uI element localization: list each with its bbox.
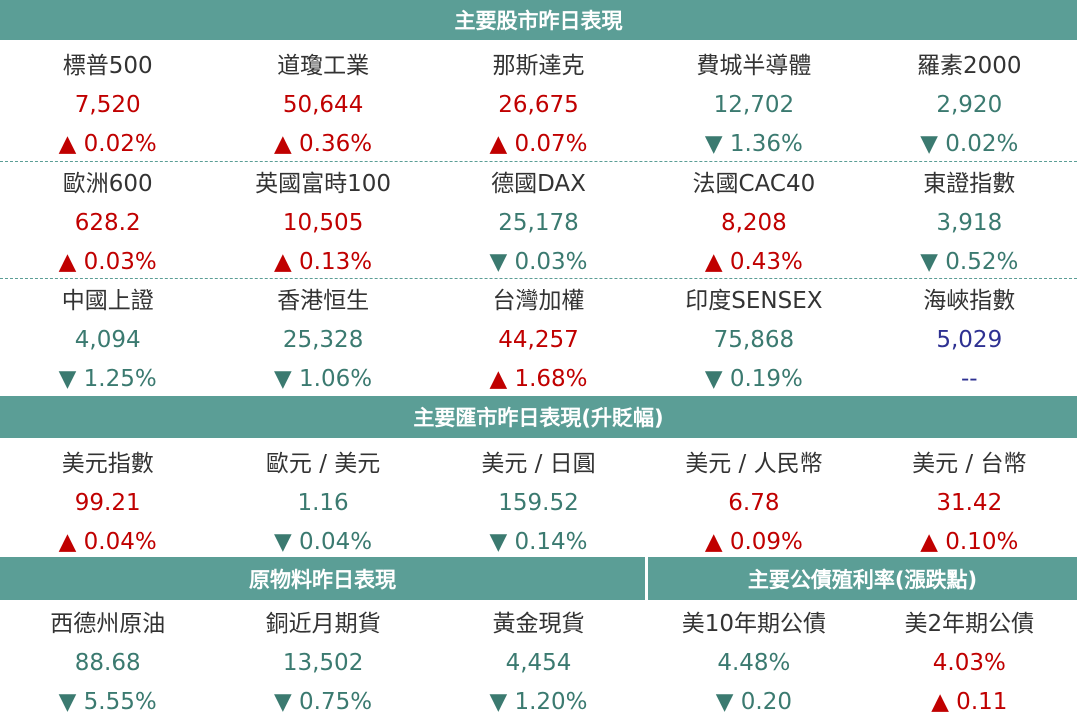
item-value: 7,520 bbox=[74, 92, 141, 118]
item-value: 4,454 bbox=[505, 650, 572, 676]
item-name: 羅素2000 bbox=[917, 53, 1022, 79]
item-name: 費城半導體 bbox=[696, 53, 812, 79]
item-value: 6.78 bbox=[728, 490, 780, 516]
item-name: 英國富時100 bbox=[255, 171, 392, 197]
item-change: ▲ 1.68% bbox=[489, 366, 588, 392]
item-value: 159.52 bbox=[498, 490, 579, 516]
item-name: 銅近月期貨 bbox=[265, 611, 381, 637]
item-name: 歐元 / 美元 bbox=[265, 451, 381, 477]
item-name: 美2年期公債 bbox=[904, 611, 1035, 637]
item-change: ▼ 1.20% bbox=[489, 689, 588, 715]
item-change: -- bbox=[960, 366, 978, 392]
item-value: 4.48% bbox=[717, 650, 791, 676]
item-change: ▼ 1.06% bbox=[274, 366, 373, 392]
separator bbox=[0, 278, 1077, 279]
item-name: 美元 / 日圓 bbox=[481, 451, 596, 477]
item-name: 德國DAX bbox=[491, 171, 586, 197]
item-name: 美元指數 bbox=[61, 451, 154, 477]
item-change: ▲ 0.03% bbox=[58, 249, 157, 275]
item-name: 美10年期公債 bbox=[681, 611, 827, 637]
item-value: 12,702 bbox=[713, 92, 795, 118]
item-name: 黃金現貨 bbox=[492, 611, 585, 637]
item-value: 5,029 bbox=[936, 327, 1003, 353]
item-name: 印度SENSEX bbox=[685, 288, 823, 314]
item-change: ▼ 0.75% bbox=[274, 689, 373, 715]
item-change: ▲ 0.02% bbox=[58, 131, 157, 157]
item-name: 中國上證 bbox=[61, 288, 154, 314]
item-name: 法國CAC40 bbox=[692, 171, 816, 197]
item-value: 13,502 bbox=[282, 650, 364, 676]
item-value: 10,505 bbox=[282, 210, 364, 236]
item-change: ▲ 0.11 bbox=[931, 689, 1008, 715]
item-value: 3,918 bbox=[936, 210, 1003, 236]
section-header: 主要公債殖利率(漲跌點) bbox=[648, 557, 1077, 600]
item-name: 台灣加權 bbox=[492, 288, 585, 314]
item-value: 25,328 bbox=[282, 327, 364, 353]
item-change: ▲ 0.04% bbox=[58, 529, 157, 555]
item-name: 西德州原油 bbox=[50, 611, 166, 637]
item-name: 香港恒生 bbox=[277, 288, 370, 314]
item-value: 26,675 bbox=[498, 92, 579, 118]
item-change: ▲ 0.09% bbox=[704, 529, 803, 555]
item-name: 東證指數 bbox=[923, 171, 1016, 197]
item-change: ▼ 0.02% bbox=[920, 131, 1019, 157]
item-value: 4.03% bbox=[932, 650, 1006, 676]
item-change: ▼ 0.52% bbox=[920, 249, 1019, 275]
item-value: 99.21 bbox=[74, 490, 141, 516]
item-change: ▲ 0.13% bbox=[274, 249, 373, 275]
item-name: 標普500 bbox=[62, 53, 153, 79]
item-value: 25,178 bbox=[498, 210, 579, 236]
item-value: 31.42 bbox=[936, 490, 1003, 516]
item-change: ▼ 0.19% bbox=[704, 366, 803, 392]
separator bbox=[0, 161, 1077, 162]
item-value: 75,868 bbox=[713, 327, 795, 353]
item-value: 44,257 bbox=[498, 327, 579, 353]
item-value: 4,094 bbox=[74, 327, 141, 353]
item-value: 8,208 bbox=[720, 210, 787, 236]
item-name: 海峽指數 bbox=[923, 288, 1016, 314]
section-header: 主要股市昨日表現 bbox=[0, 0, 1077, 40]
item-change: ▼ 0.04% bbox=[274, 529, 373, 555]
item-change: ▼ 5.55% bbox=[58, 689, 157, 715]
item-name: 美元 / 人民幣 bbox=[685, 451, 823, 477]
item-name: 那斯達克 bbox=[492, 53, 585, 79]
item-change: ▼ 0.03% bbox=[489, 249, 588, 275]
item-value: 628.2 bbox=[74, 210, 141, 236]
item-change: ▼ 1.36% bbox=[704, 131, 803, 157]
item-change: ▼ 1.25% bbox=[58, 366, 157, 392]
item-change: ▲ 0.36% bbox=[274, 131, 373, 157]
item-change: ▲ 0.10% bbox=[920, 529, 1019, 555]
item-name: 歐洲600 bbox=[62, 171, 153, 197]
section-header: 主要匯市昨日表現(升貶幅) bbox=[0, 396, 1077, 438]
section-header: 原物料昨日表現 bbox=[0, 557, 645, 600]
item-value: 88.68 bbox=[74, 650, 141, 676]
item-change: ▲ 0.43% bbox=[704, 249, 803, 275]
item-name: 美元 / 台幣 bbox=[912, 451, 1027, 477]
item-value: 50,644 bbox=[282, 92, 364, 118]
item-name: 道瓊工業 bbox=[277, 53, 370, 79]
item-change: ▲ 0.07% bbox=[489, 131, 588, 157]
item-value: 2,920 bbox=[936, 92, 1003, 118]
item-change: ▼ 0.20 bbox=[715, 689, 792, 715]
item-change: ▼ 0.14% bbox=[489, 529, 588, 555]
item-value: 1.16 bbox=[297, 490, 349, 516]
